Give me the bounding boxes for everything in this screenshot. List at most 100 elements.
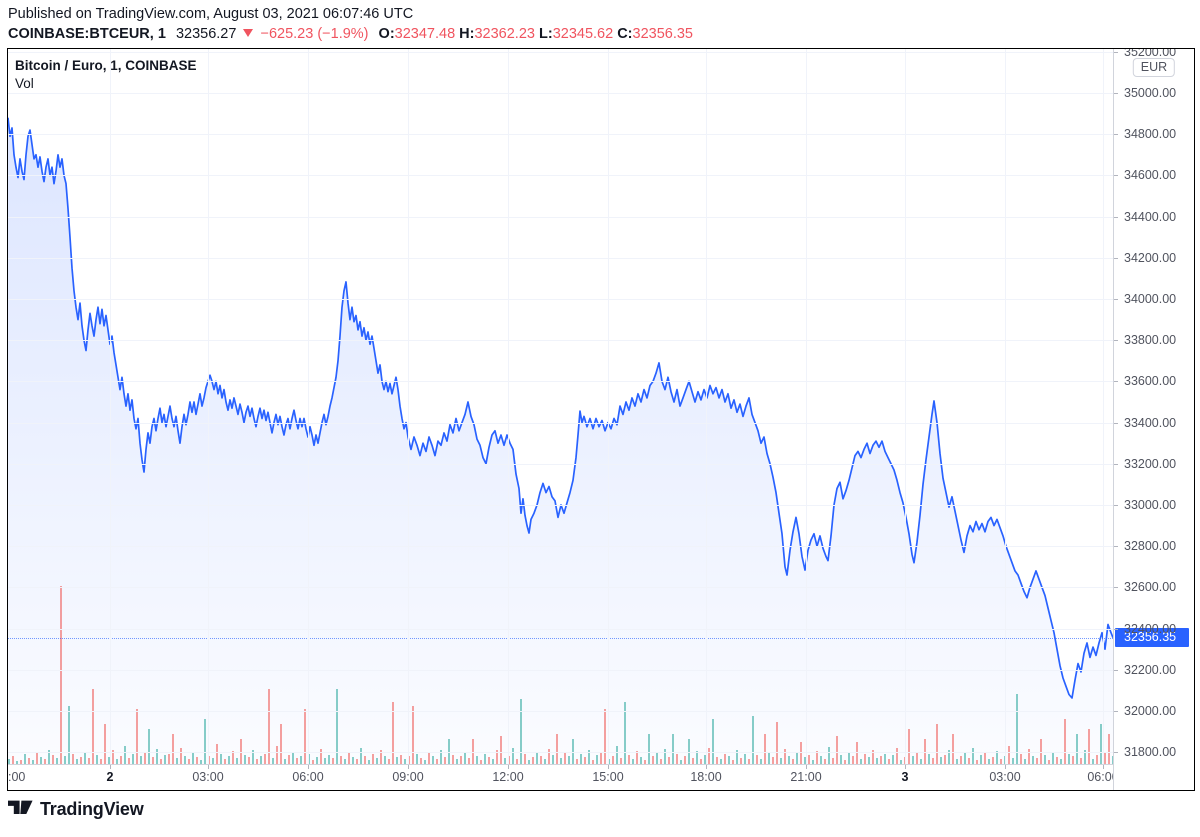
price-axis-label: 32600.00 [1124, 580, 1177, 595]
ohlc-label: L: [539, 26, 553, 42]
tradingview-logo-icon[interactable] [8, 800, 33, 819]
chart-pane[interactable]: Bitcoin / Euro, 1, COINBASE Vol [8, 49, 1113, 764]
time-axis-label: 3 [901, 770, 909, 784]
volume-bar [392, 702, 394, 764]
footer: TradingView [8, 799, 144, 820]
volume-bar [20, 760, 22, 764]
volume-bar [480, 760, 482, 764]
volume-bar [124, 746, 126, 764]
volume-bar [56, 758, 58, 764]
volume-bar [324, 758, 326, 764]
volume-bar [320, 749, 322, 764]
volume-bar [280, 724, 282, 764]
volume-bar [272, 758, 274, 764]
volume-bar [792, 759, 794, 764]
price-axis-label: 35000.00 [1124, 86, 1177, 100]
volume-bar [40, 757, 42, 764]
price-tick [1114, 546, 1118, 548]
h-gridline [8, 711, 1113, 712]
volume-bar [368, 760, 370, 764]
volume-bar [908, 729, 910, 764]
volume-bar [152, 757, 154, 764]
ohlc-label: H: [459, 26, 475, 42]
volume-bar [432, 756, 434, 764]
volume-bar [588, 750, 590, 764]
volume-bar [956, 759, 958, 764]
time-tick [508, 765, 509, 769]
volume-bar [8, 759, 10, 764]
volume-bar [144, 752, 146, 764]
volume-bar [764, 734, 766, 764]
volume-bar [548, 749, 550, 764]
volume-bar [748, 759, 750, 764]
volume-bar [724, 754, 726, 764]
volume-bar [924, 739, 926, 764]
volume-bar [664, 749, 666, 764]
legend-volume-indicator: Vol [15, 76, 34, 91]
time-tick [608, 765, 609, 769]
price-tick [1114, 134, 1118, 136]
volume-bar [1012, 758, 1014, 764]
volume-bar [36, 752, 38, 764]
volume-bar [824, 759, 826, 764]
volume-bar [336, 689, 338, 764]
volume-bar [920, 759, 922, 764]
volume-bar [796, 753, 798, 764]
volume-bar [252, 750, 254, 764]
price-axis-label: 32200.00 [1124, 662, 1177, 677]
volume-bar [1108, 734, 1110, 764]
time-axis-label: 2 [106, 770, 114, 784]
volume-bar [456, 759, 458, 764]
time-axis[interactable]: :00 2 03:00 06:00 09:00 12:00 15:00 18:00 21:00 3… [8, 764, 1113, 790]
time-tick [308, 765, 309, 769]
time-axis-label: 15:00 [592, 770, 624, 784]
volume-bar [216, 744, 218, 764]
h-gridline [8, 546, 1113, 548]
time-tick [1103, 765, 1104, 769]
volume-bar [332, 758, 334, 764]
volume-bar [536, 752, 538, 764]
volume-bar [496, 750, 498, 764]
tradingview-brand-link[interactable]: TradingView [40, 799, 144, 819]
ohlc-label: O: [378, 26, 395, 42]
volume-bar [652, 756, 654, 764]
volume-bar [820, 756, 822, 764]
volume-bar [412, 706, 414, 764]
volume-bar [880, 756, 882, 764]
v-gridline [308, 49, 309, 764]
volume-bar [180, 748, 182, 764]
volume-bar [1032, 756, 1034, 764]
time-axis-label: 12:00 [492, 770, 524, 784]
volume-bar [440, 750, 442, 764]
volume-bar [376, 758, 378, 764]
volume-bar [772, 757, 774, 764]
volume-bar [816, 751, 818, 764]
h-gridline [8, 134, 1113, 136]
price-axis-label: 33600.00 [1124, 374, 1177, 389]
volume-bar [1064, 719, 1066, 764]
volume-bar [208, 756, 210, 764]
volume-bar [736, 750, 738, 764]
volume-bar [1076, 734, 1078, 764]
price-axis[interactable]: EUR 32356.35 35200.00 35000.00 34800.00 346… [1113, 49, 1194, 790]
volume-bar [852, 756, 854, 764]
volume-bar [1112, 756, 1113, 764]
ohlc-value: 32362.23 [474, 26, 539, 42]
ohlc-value: 32347.48 [394, 26, 460, 42]
volume-bar [112, 750, 114, 764]
volume-bar [400, 755, 402, 764]
price-tick [1114, 422, 1118, 424]
last-price-label: 32356.35 [1115, 628, 1189, 647]
volume-bar [308, 754, 310, 764]
volume-bar [532, 757, 534, 764]
volume-bar [684, 756, 686, 764]
volume-bar [176, 758, 178, 764]
volume-bar [80, 757, 82, 764]
volume-bar [608, 759, 610, 764]
price-axis-label: 32400.00 [1124, 621, 1177, 636]
volume-bar [464, 752, 466, 764]
volume-bar [648, 734, 650, 764]
time-axis-label: 09:00 [392, 770, 424, 784]
volume-bar [752, 716, 754, 764]
